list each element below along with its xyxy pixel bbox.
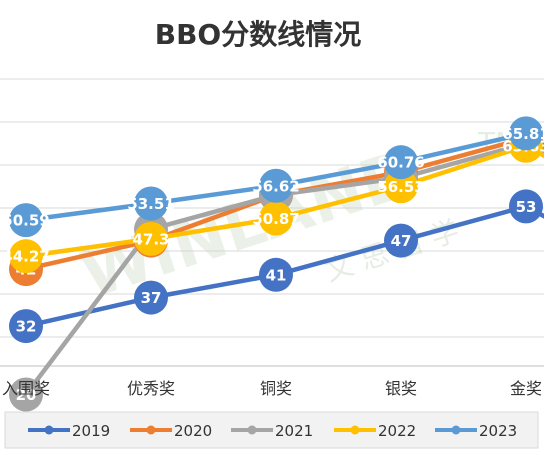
legend-label: 2022 (378, 422, 416, 440)
data-label: 44.27 (2, 248, 49, 266)
series-points: 32374147534247555965204955586444.2747.35… (2, 116, 544, 412)
data-marker (9, 309, 43, 344)
chart-title: BBO分数线情况 (155, 18, 362, 51)
x-tick-label: 优秀奖 (127, 379, 175, 398)
legend-item-2023: 2023 (435, 422, 517, 440)
data-marker (259, 257, 293, 292)
data-point-2019: 41 (259, 257, 293, 292)
data-label: 32 (16, 318, 37, 336)
data-label: 50.59 (2, 212, 49, 230)
data-marker (9, 239, 43, 274)
data-label: 53.51 (127, 195, 174, 213)
data-marker (9, 377, 43, 412)
legend-label: 2021 (275, 422, 313, 440)
data-point-2023: 53.51 (127, 186, 175, 221)
legend-label: 2023 (479, 422, 517, 440)
x-tick-label: 入围奖 (2, 379, 50, 398)
legend-marker (146, 425, 156, 435)
data-marker (9, 203, 43, 238)
data-point-2019: 32 (9, 309, 43, 344)
legend-label: 2019 (72, 422, 110, 440)
data-point-2019: 37 (134, 280, 168, 315)
data-label: 47.3 (132, 230, 169, 248)
data-marker (134, 186, 168, 221)
data-label: 60.76 (377, 154, 424, 172)
data-point-2022: 50.87 (252, 201, 300, 236)
data-marker (509, 189, 543, 224)
data-point-2021: 20 (9, 377, 43, 412)
data-point-2023: 50.59 (2, 203, 50, 238)
data-label: 56.62 (252, 177, 299, 195)
x-tick-label: 金奖 (510, 379, 542, 398)
data-marker (509, 116, 543, 151)
data-point-2022: 56.53 (377, 169, 425, 204)
data-label: 41 (266, 266, 287, 284)
gridlines (0, 78, 544, 367)
data-marker (259, 201, 293, 236)
data-marker (384, 145, 418, 180)
data-label: 37 (141, 289, 162, 307)
data-marker (134, 221, 168, 256)
data-point-2023: 65.81 (502, 116, 544, 151)
data-marker (384, 169, 418, 204)
data-point-2023: 56.62 (252, 168, 300, 203)
legend-marker (44, 425, 54, 435)
x-tick-label: 铜奖 (260, 379, 292, 398)
data-label: 47 (391, 232, 412, 250)
data-marker (259, 168, 293, 203)
data-marker (134, 280, 168, 315)
data-marker (384, 223, 418, 258)
data-label: 65.81 (502, 125, 544, 143)
data-point-2023: 60.76 (377, 145, 425, 180)
data-point-2022: 44.27 (2, 239, 50, 274)
data-point-2019: 47 (384, 223, 418, 258)
data-label: 53 (516, 198, 537, 216)
data-label: 56.53 (377, 178, 424, 196)
data-label: 50.87 (252, 210, 299, 228)
data-label: 20 (16, 386, 37, 404)
legend-label: 2020 (174, 422, 212, 440)
data-point-2022: 47.3 (132, 221, 170, 256)
legend-marker (350, 425, 360, 435)
x-axis-tick-labels: 入围奖 优秀奖 铜奖 银奖 金奖 (2, 379, 542, 398)
legend-item-2020: 2020 (130, 422, 212, 440)
legend: 2019 2020 2021 2022 2023 (28, 422, 517, 440)
legend-marker (247, 425, 257, 435)
legend-item-2022: 2022 (334, 422, 416, 440)
legend-item-2021: 2021 (231, 422, 313, 440)
legend-marker (451, 425, 461, 435)
x-tick-label: 银奖 (385, 379, 417, 398)
data-point-2019: 53 (509, 189, 543, 224)
legend-item-2019: 2019 (28, 422, 110, 440)
